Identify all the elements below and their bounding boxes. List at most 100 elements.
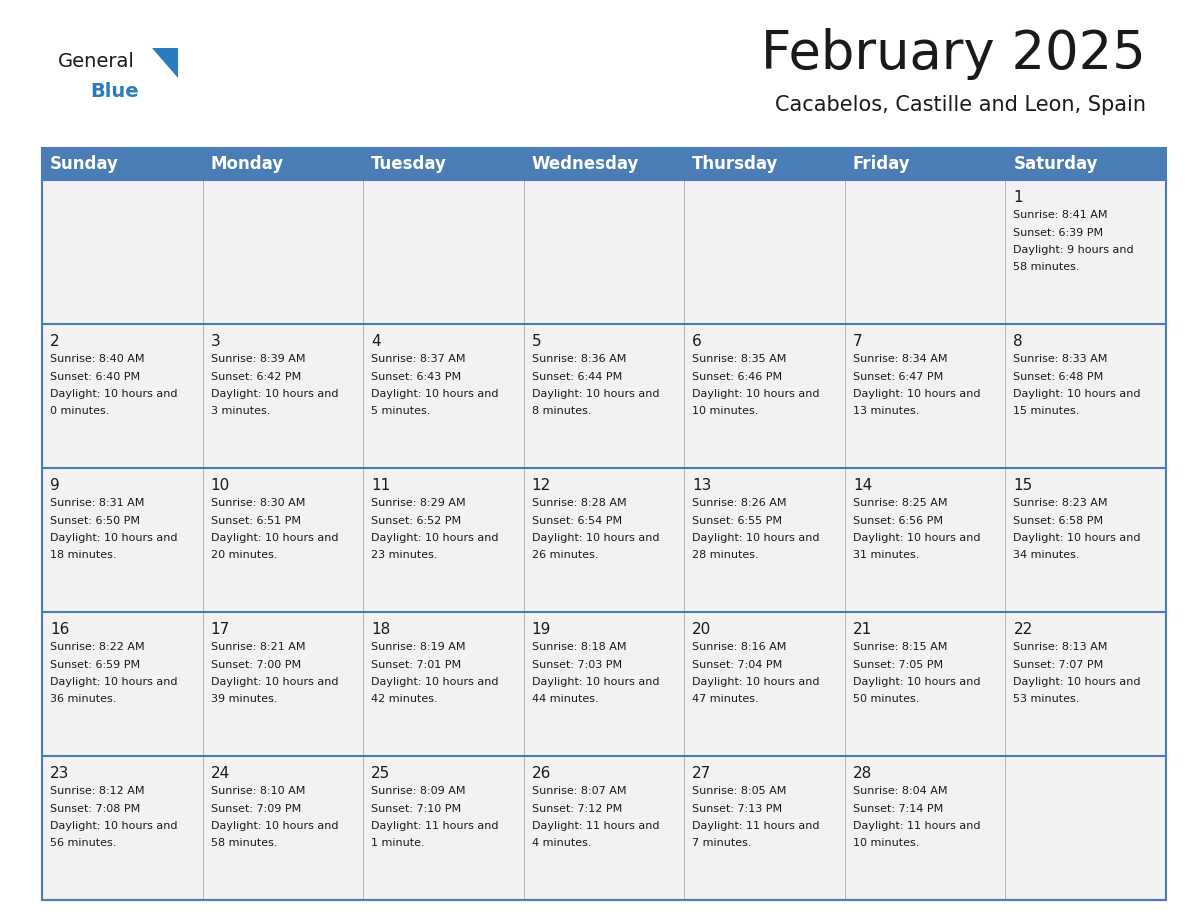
Text: Sunrise: 8:36 AM: Sunrise: 8:36 AM — [532, 354, 626, 364]
Text: Sunset: 7:14 PM: Sunset: 7:14 PM — [853, 803, 943, 813]
Text: Sunset: 6:46 PM: Sunset: 6:46 PM — [693, 372, 783, 382]
Text: Daylight: 10 hours and: Daylight: 10 hours and — [532, 677, 659, 687]
Text: Sunset: 7:10 PM: Sunset: 7:10 PM — [371, 803, 461, 813]
Text: 58 minutes.: 58 minutes. — [210, 838, 277, 848]
Text: Sunrise: 8:35 AM: Sunrise: 8:35 AM — [693, 354, 786, 364]
Text: Sunset: 6:50 PM: Sunset: 6:50 PM — [50, 516, 140, 525]
Text: 21: 21 — [853, 622, 872, 637]
Text: 20: 20 — [693, 622, 712, 637]
Text: 4: 4 — [371, 334, 381, 349]
Bar — [42, 468, 1165, 612]
Text: Daylight: 10 hours and: Daylight: 10 hours and — [210, 677, 339, 687]
Text: Wednesday: Wednesday — [532, 155, 639, 173]
Text: 24: 24 — [210, 766, 229, 781]
Text: Sunset: 6:44 PM: Sunset: 6:44 PM — [532, 372, 623, 382]
Text: Sunset: 6:39 PM: Sunset: 6:39 PM — [1013, 228, 1104, 238]
Text: 18 minutes.: 18 minutes. — [50, 551, 116, 561]
Text: Sunset: 6:43 PM: Sunset: 6:43 PM — [371, 372, 461, 382]
Text: 47 minutes.: 47 minutes. — [693, 695, 759, 704]
Text: Monday: Monday — [210, 155, 284, 173]
Text: 28: 28 — [853, 766, 872, 781]
Text: Sunset: 6:54 PM: Sunset: 6:54 PM — [532, 516, 621, 525]
Text: 8: 8 — [1013, 334, 1023, 349]
Text: Daylight: 10 hours and: Daylight: 10 hours and — [50, 389, 177, 399]
Text: 53 minutes.: 53 minutes. — [1013, 695, 1080, 704]
Text: 10 minutes.: 10 minutes. — [693, 407, 759, 417]
Text: 20 minutes.: 20 minutes. — [210, 551, 277, 561]
Text: Sunset: 7:12 PM: Sunset: 7:12 PM — [532, 803, 623, 813]
Text: Daylight: 10 hours and: Daylight: 10 hours and — [853, 389, 980, 399]
Text: Daylight: 10 hours and: Daylight: 10 hours and — [853, 533, 980, 543]
Text: 8 minutes.: 8 minutes. — [532, 407, 592, 417]
Text: 14: 14 — [853, 478, 872, 493]
Text: 26 minutes.: 26 minutes. — [532, 551, 599, 561]
Text: Sunrise: 8:16 AM: Sunrise: 8:16 AM — [693, 642, 786, 652]
Text: 39 minutes.: 39 minutes. — [210, 695, 277, 704]
Text: 42 minutes.: 42 minutes. — [371, 695, 437, 704]
Bar — [42, 180, 1165, 324]
Text: Daylight: 10 hours and: Daylight: 10 hours and — [210, 533, 339, 543]
Text: Friday: Friday — [853, 155, 910, 173]
Text: Daylight: 10 hours and: Daylight: 10 hours and — [693, 677, 820, 687]
Text: Sunrise: 8:39 AM: Sunrise: 8:39 AM — [210, 354, 305, 364]
Text: Sunrise: 8:09 AM: Sunrise: 8:09 AM — [371, 786, 466, 796]
Text: Sunrise: 8:34 AM: Sunrise: 8:34 AM — [853, 354, 947, 364]
Text: Sunrise: 8:41 AM: Sunrise: 8:41 AM — [1013, 210, 1108, 220]
Text: Saturday: Saturday — [1013, 155, 1098, 173]
Text: Daylight: 11 hours and: Daylight: 11 hours and — [532, 821, 659, 831]
Text: Sunset: 6:55 PM: Sunset: 6:55 PM — [693, 516, 782, 525]
Text: 0 minutes.: 0 minutes. — [50, 407, 109, 417]
Text: Sunrise: 8:07 AM: Sunrise: 8:07 AM — [532, 786, 626, 796]
Text: Sunset: 7:13 PM: Sunset: 7:13 PM — [693, 803, 783, 813]
Text: Sunset: 6:52 PM: Sunset: 6:52 PM — [371, 516, 461, 525]
Text: 11: 11 — [371, 478, 391, 493]
Text: Sunrise: 8:18 AM: Sunrise: 8:18 AM — [532, 642, 626, 652]
Text: Sunset: 6:59 PM: Sunset: 6:59 PM — [50, 659, 140, 669]
Text: 23 minutes.: 23 minutes. — [371, 551, 437, 561]
Text: Cacabelos, Castille and Leon, Spain: Cacabelos, Castille and Leon, Spain — [775, 95, 1146, 115]
Text: Sunrise: 8:13 AM: Sunrise: 8:13 AM — [1013, 642, 1107, 652]
Text: Sunrise: 8:04 AM: Sunrise: 8:04 AM — [853, 786, 947, 796]
Bar — [42, 612, 1165, 756]
Text: Daylight: 10 hours and: Daylight: 10 hours and — [853, 677, 980, 687]
Text: Daylight: 11 hours and: Daylight: 11 hours and — [693, 821, 820, 831]
Text: Sunrise: 8:22 AM: Sunrise: 8:22 AM — [50, 642, 145, 652]
Text: 1: 1 — [1013, 190, 1023, 205]
Text: Sunrise: 8:10 AM: Sunrise: 8:10 AM — [210, 786, 305, 796]
Text: 19: 19 — [532, 622, 551, 637]
Text: 10: 10 — [210, 478, 229, 493]
Text: Daylight: 9 hours and: Daylight: 9 hours and — [1013, 245, 1135, 255]
Text: Daylight: 11 hours and: Daylight: 11 hours and — [853, 821, 980, 831]
Text: 4 minutes.: 4 minutes. — [532, 838, 592, 848]
Text: 13: 13 — [693, 478, 712, 493]
Text: Sunrise: 8:40 AM: Sunrise: 8:40 AM — [50, 354, 145, 364]
Text: 2: 2 — [50, 334, 59, 349]
Text: 5 minutes.: 5 minutes. — [371, 407, 430, 417]
Text: Sunrise: 8:25 AM: Sunrise: 8:25 AM — [853, 498, 947, 508]
Text: Daylight: 10 hours and: Daylight: 10 hours and — [210, 389, 339, 399]
Text: February 2025: February 2025 — [762, 28, 1146, 80]
Text: 27: 27 — [693, 766, 712, 781]
Text: General: General — [58, 52, 135, 71]
Text: Sunrise: 8:15 AM: Sunrise: 8:15 AM — [853, 642, 947, 652]
Text: Sunset: 7:08 PM: Sunset: 7:08 PM — [50, 803, 140, 813]
Text: Sunset: 6:58 PM: Sunset: 6:58 PM — [1013, 516, 1104, 525]
Text: Daylight: 10 hours and: Daylight: 10 hours and — [1013, 533, 1140, 543]
Text: 25: 25 — [371, 766, 391, 781]
Text: Daylight: 10 hours and: Daylight: 10 hours and — [693, 389, 820, 399]
Text: 31 minutes.: 31 minutes. — [853, 551, 920, 561]
Text: Thursday: Thursday — [693, 155, 778, 173]
Text: 26: 26 — [532, 766, 551, 781]
Text: Sunset: 6:42 PM: Sunset: 6:42 PM — [210, 372, 301, 382]
Text: 56 minutes.: 56 minutes. — [50, 838, 116, 848]
Text: 34 minutes.: 34 minutes. — [1013, 551, 1080, 561]
Text: 23: 23 — [50, 766, 69, 781]
Text: Sunrise: 8:33 AM: Sunrise: 8:33 AM — [1013, 354, 1107, 364]
Bar — [42, 756, 1165, 900]
Text: Sunrise: 8:23 AM: Sunrise: 8:23 AM — [1013, 498, 1108, 508]
Text: Sunrise: 8:30 AM: Sunrise: 8:30 AM — [210, 498, 305, 508]
Text: 58 minutes.: 58 minutes. — [1013, 263, 1080, 273]
Text: 22: 22 — [1013, 622, 1032, 637]
Text: Daylight: 11 hours and: Daylight: 11 hours and — [371, 821, 499, 831]
Text: 16: 16 — [50, 622, 69, 637]
